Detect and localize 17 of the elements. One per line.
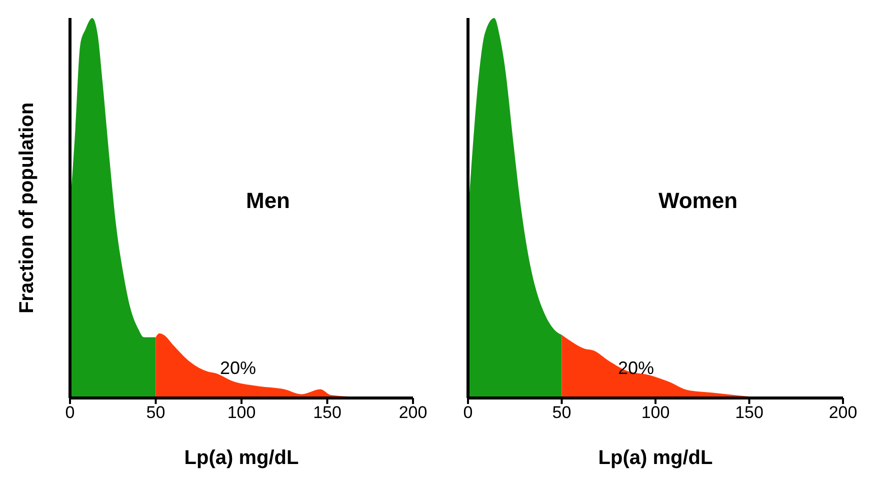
x-axis-title: Lp(a) mg/dL: [598, 447, 713, 469]
x-tick-label: 200: [828, 403, 858, 422]
x-tick-label: 200: [398, 403, 428, 422]
x-axis-title: Lp(a) mg/dL: [184, 447, 299, 469]
x-tick-label: 100: [641, 403, 670, 422]
x-tick-label: 150: [313, 403, 342, 422]
x-tick-label: 50: [552, 403, 572, 422]
x-tick-label: 100: [227, 403, 256, 422]
x-tick-label: 0: [463, 403, 473, 422]
text: Women: [657, 188, 739, 214]
x-tick-label: 50: [146, 403, 166, 422]
y-axis-title: Fraction of population: [16, 102, 38, 314]
text: Men: [246, 188, 290, 213]
annotation: 20%: [618, 358, 654, 379]
x-tick-label: 150: [735, 403, 764, 422]
annotation: 20%: [220, 358, 256, 379]
x-tick-label: 0: [65, 403, 75, 422]
